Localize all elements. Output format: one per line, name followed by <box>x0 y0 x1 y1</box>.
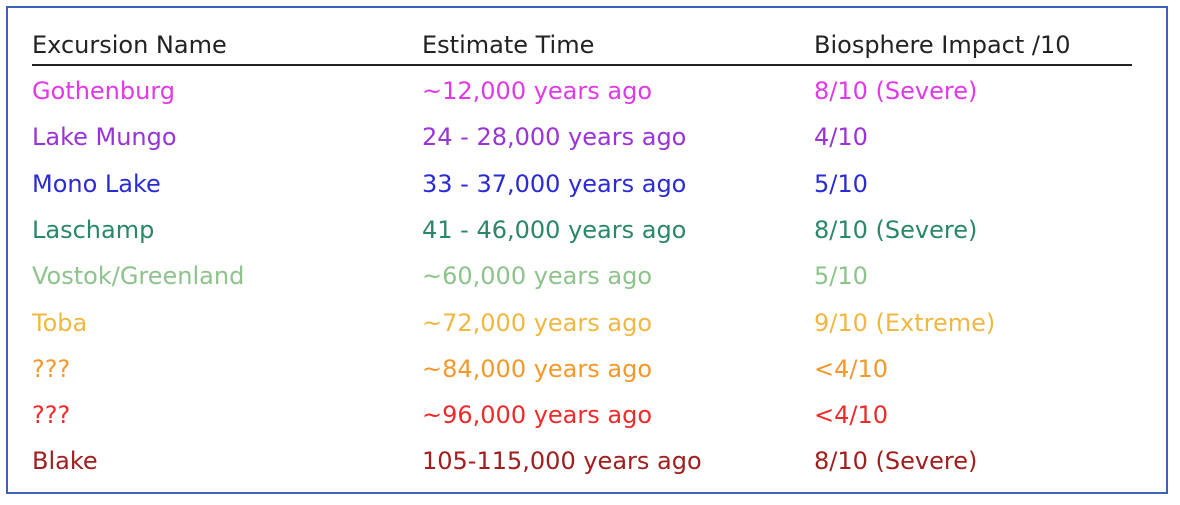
table-frame: Excursion Name Estimate Time Biosphere I… <box>6 6 1168 494</box>
table-cell: Blake <box>32 447 98 476</box>
table-cell: Lake Mungo <box>32 123 177 152</box>
table-cell: 8/10 (Severe) <box>814 215 978 244</box>
table-cell: Vostok/Greenland <box>32 262 245 291</box>
table-cell: 41 - 46,000 years ago <box>422 215 687 244</box>
header-cell: Estimate Time <box>422 31 595 59</box>
table-cell: 8/10 (Severe) <box>814 77 978 105</box>
table-cell: Mono Lake <box>32 169 161 198</box>
table-cell: ~60,000 years ago <box>422 262 653 291</box>
table-cell: ~12,000 years ago <box>422 77 653 105</box>
table-cell: 5/10 <box>814 262 868 291</box>
table-cell: Laschamp <box>32 215 155 244</box>
table-cell: <4/10 <box>814 401 889 430</box>
table-cell: ??? <box>32 401 71 430</box>
table-cell: 33 - 37,000 years ago <box>422 169 687 198</box>
table-cell: 105-115,000 years ago <box>422 447 702 476</box>
table-cell: Gothenburg <box>32 77 176 105</box>
table-cell: 8/10 (Severe) <box>814 447 978 476</box>
table-cell: ~96,000 years ago <box>422 401 653 430</box>
table-cell: Toba <box>32 308 88 337</box>
table-cell: ??? <box>32 354 71 383</box>
table-cell: ~84,000 years ago <box>422 354 653 383</box>
header-cell: Biosphere Impact /10 <box>814 31 1071 59</box>
table-cell: 9/10 (Extreme) <box>814 308 996 337</box>
table-cell: 5/10 <box>814 169 868 198</box>
table-cell: <4/10 <box>814 354 889 383</box>
table-cell: 24 - 28,000 years ago <box>422 123 687 152</box>
table-cell: 4/10 <box>814 123 868 152</box>
header-cell: Excursion Name <box>32 31 227 59</box>
table-cell: ~72,000 years ago <box>422 308 653 337</box>
header-underline <box>32 64 1132 66</box>
